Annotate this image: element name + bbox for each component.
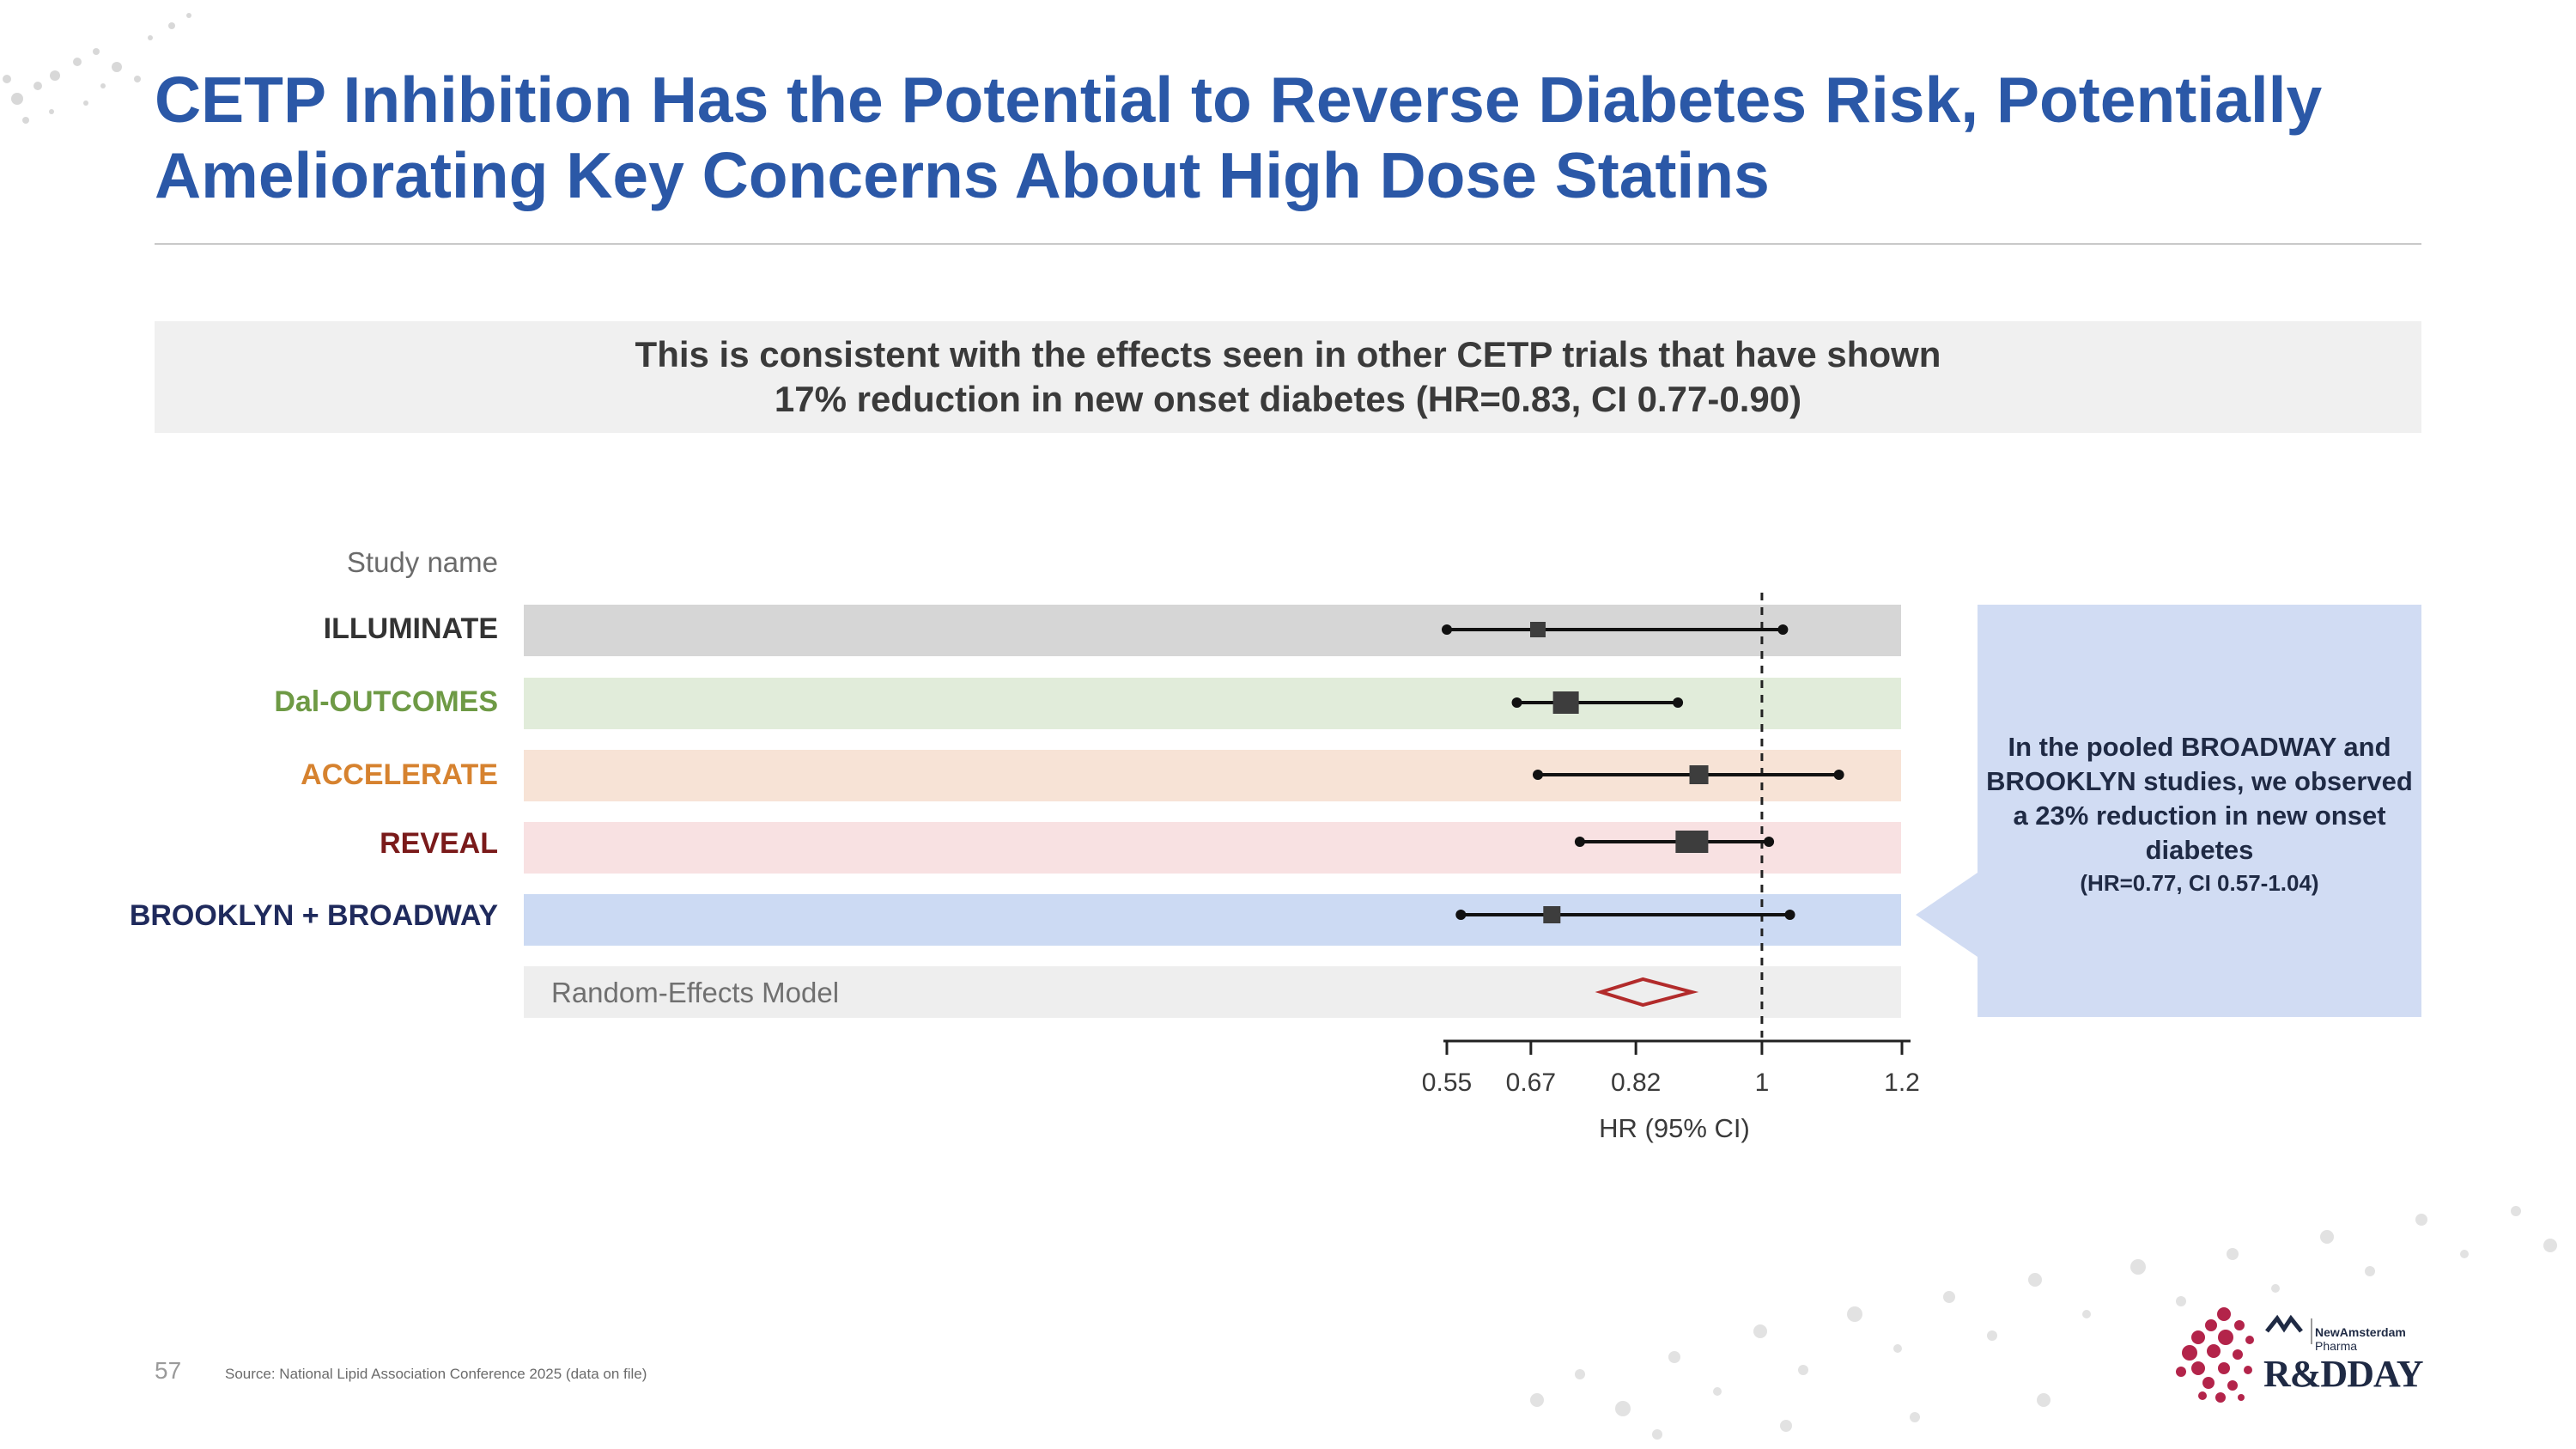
study-band-dal-outcomes bbox=[524, 678, 1901, 729]
decorative-dots-top-left bbox=[3, 13, 191, 124]
x-tick-label: 0.55 bbox=[1421, 1068, 1473, 1097]
study-label-brooklyn-broadway: BROOKLYN + BROADWAY bbox=[129, 899, 498, 932]
study-band-brooklyn-broadway bbox=[524, 894, 1901, 946]
callout-box: This is consistent with the effects seen… bbox=[155, 321, 2421, 433]
study-label-accelerate: ACCELERATE bbox=[301, 758, 498, 791]
side-panel bbox=[1978, 605, 2421, 1017]
study-band-illuminate bbox=[524, 605, 1901, 656]
x-axis-title: HR (95% CI) bbox=[1599, 1113, 1750, 1143]
decorative-dots-bottom-right bbox=[1530, 1206, 2557, 1440]
logo-wordmark: R&DDAY bbox=[2263, 1353, 2423, 1395]
study-band-reveal bbox=[524, 822, 1901, 874]
pooled-model-label: Random-Effects Model bbox=[551, 977, 840, 1008]
study-band-accelerate bbox=[524, 750, 1901, 801]
callout-line-2: 17% reduction in new onset diabetes (HR=… bbox=[774, 379, 1802, 419]
study-name-header: Study name bbox=[346, 546, 498, 578]
side-panel-sub-text: (HR=0.77, CI 0.57-1.04) bbox=[2080, 870, 2319, 896]
x-tick-label: 0.82 bbox=[1610, 1068, 1662, 1097]
side-panel-text: In the pooled BROADWAY and BROOKLYN stud… bbox=[1984, 730, 2415, 898]
side-panel-pointer bbox=[1916, 873, 1978, 957]
callout-line-1: This is consistent with the effects seen… bbox=[635, 334, 1941, 374]
slide-title: CETP Inhibition Has the Potential to Rev… bbox=[155, 64, 2323, 211]
logo-brand-text: NewAmsterdam bbox=[2315, 1325, 2406, 1339]
side-panel-main-text: In the pooled BROADWAY and BROOKLYN stud… bbox=[1986, 732, 2413, 865]
page-number: 57 bbox=[155, 1357, 182, 1384]
study-label-dal-outcomes: Dal-OUTCOMES bbox=[274, 685, 498, 718]
study-label-reveal: REVEAL bbox=[380, 827, 498, 860]
source-note: Source: National Lipid Association Confe… bbox=[225, 1366, 647, 1382]
rd-day-logo-icon bbox=[2176, 1307, 2312, 1403]
x-tick-label: 1.2 bbox=[1884, 1068, 1920, 1097]
title-divider bbox=[155, 243, 2421, 245]
x-tick-label: 1 bbox=[1754, 1068, 1770, 1097]
x-tick-label: 0.67 bbox=[1505, 1068, 1557, 1097]
logo-brand-subtext: Pharma bbox=[2315, 1339, 2358, 1353]
study-label-illuminate: ILLUMINATE bbox=[323, 612, 498, 645]
